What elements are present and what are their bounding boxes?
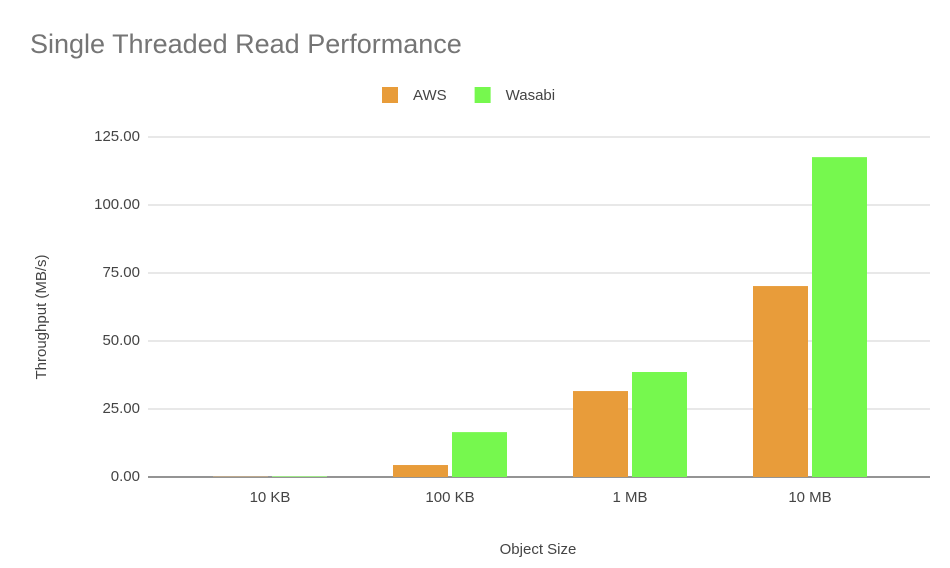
y-tick-label: 50.00 bbox=[102, 332, 140, 349]
bar bbox=[573, 391, 628, 477]
bar bbox=[812, 157, 867, 478]
legend-swatch bbox=[382, 87, 398, 103]
x-tick-label: 1 MB bbox=[612, 489, 647, 506]
y-tick-label: 125.00 bbox=[94, 128, 140, 145]
x-tick-label: 10 MB bbox=[788, 489, 831, 506]
legend-label: Wasabi bbox=[506, 87, 555, 104]
y-tick-label: 100.00 bbox=[94, 196, 140, 213]
y-tick-label: 0.00 bbox=[111, 468, 140, 485]
y-tick-label: 25.00 bbox=[102, 400, 140, 417]
chart-title: Single Threaded Read Performance bbox=[30, 29, 462, 59]
y-tick-label: 75.00 bbox=[102, 264, 140, 281]
legend-swatch bbox=[474, 87, 491, 103]
bar bbox=[452, 432, 507, 477]
y-axis-label: Throughput (MB/s) bbox=[33, 254, 50, 379]
bar bbox=[393, 465, 448, 477]
x-axis-label: Object Size bbox=[500, 541, 577, 558]
x-tick-label: 100 KB bbox=[425, 489, 474, 506]
bar bbox=[632, 372, 687, 477]
x-tick-label: 10 KB bbox=[250, 489, 291, 506]
bar bbox=[753, 286, 808, 477]
legend-label: AWS bbox=[413, 87, 447, 104]
bar bbox=[272, 476, 327, 477]
